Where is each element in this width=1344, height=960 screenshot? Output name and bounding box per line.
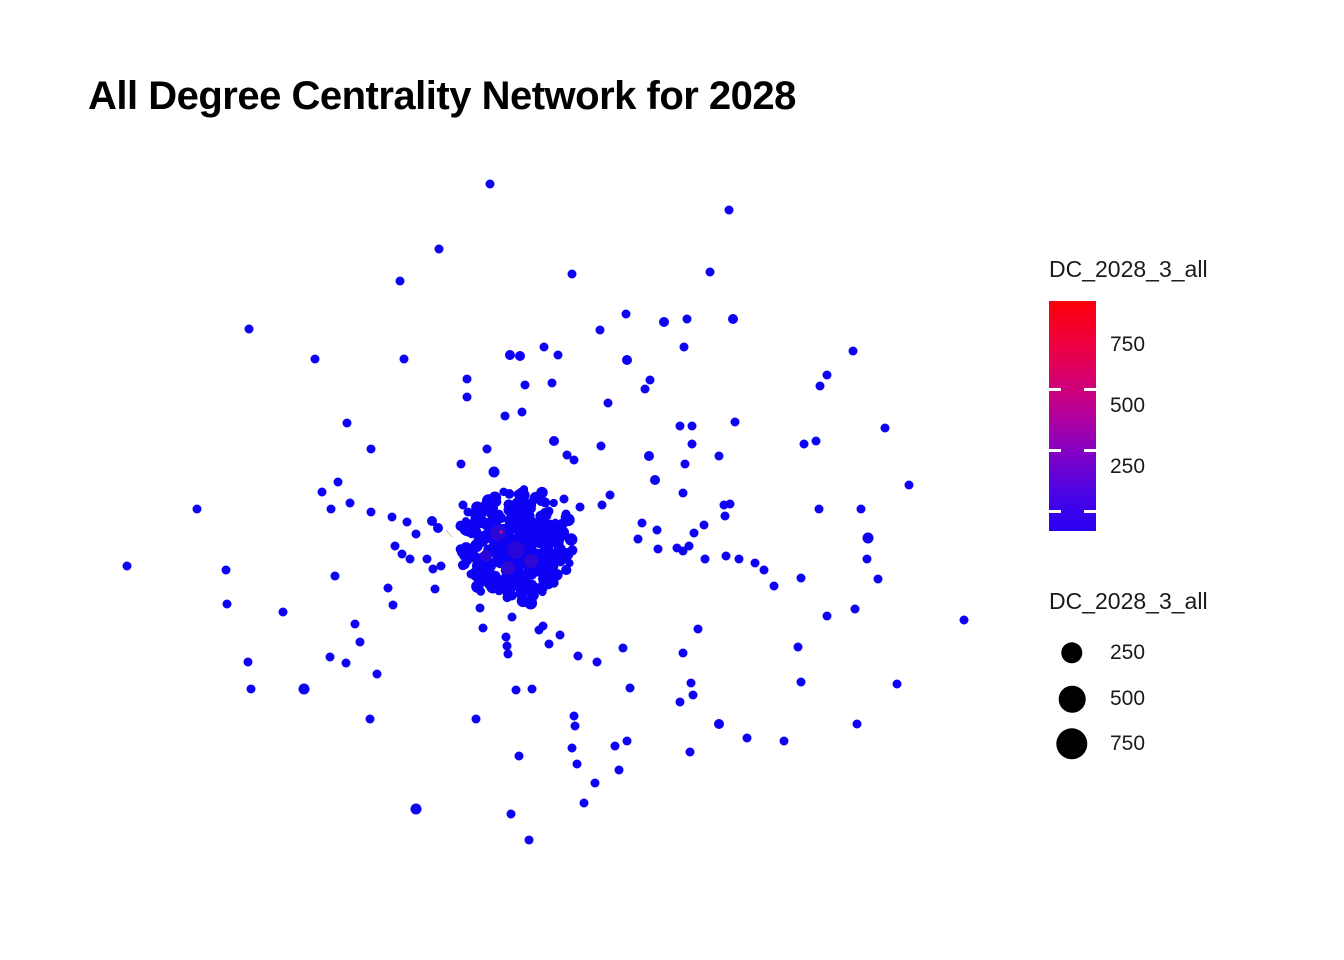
size-legend-label: 750 [1110,732,1146,755]
size-legend-dot [1056,728,1088,760]
size-legend-title: DC_2028_3_all [1049,588,1208,614]
plot-title: All Degree Centrality Network for 2028 [88,74,796,118]
color-gradient-bar [1049,301,1096,531]
size-legend: DC_2028_3_all 250 500 750 [1049,588,1319,778]
color-bar-tick-mark [1084,510,1096,513]
size-legend-dot [1061,642,1083,664]
size-legend-label: 500 [1110,687,1146,710]
color-bar-tick-mark [1084,449,1096,452]
size-legend-row: 250 [1049,635,1319,671]
size-legend-dot [1058,685,1086,713]
color-bar-tick-mark [1049,449,1061,452]
color-bar-tick-mark [1084,388,1096,391]
color-legend-tick-label: 250 [1110,455,1146,478]
size-legend-row: 500 [1049,681,1319,717]
color-bar-tick-mark [1049,510,1061,513]
color-bar-tick-mark [1049,388,1061,391]
color-legend: DC_2028_3_all 750 500 250 [1049,256,1319,556]
color-legend-tick-label: 500 [1110,394,1146,417]
color-legend-tick-label: 750 [1110,333,1146,356]
size-legend-label: 250 [1110,641,1146,664]
size-legend-row: 750 [1049,726,1319,762]
color-legend-title: DC_2028_3_all [1049,256,1208,282]
